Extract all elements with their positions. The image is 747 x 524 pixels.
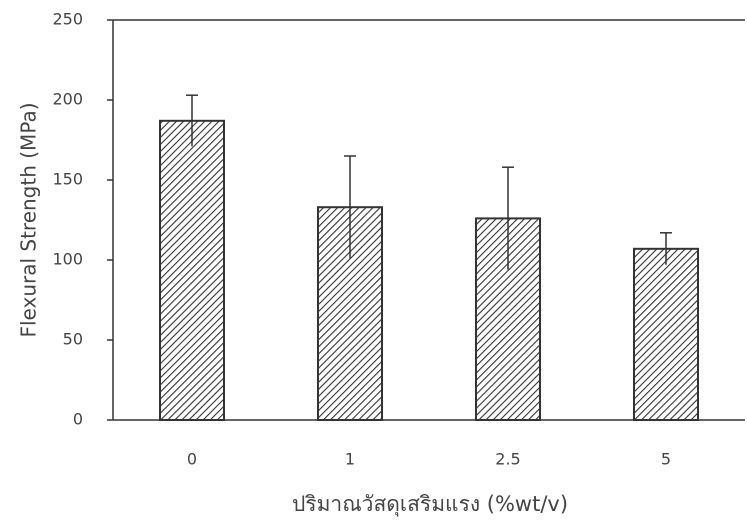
chart: Flexural Strength (MPa) ปริมาณวัสดุเสริม… [0, 0, 747, 524]
y-tick-label: 50 [63, 330, 83, 349]
x-axis-label: ปริมาณวัสดุเสริมแรง (%wt/v) [292, 492, 568, 517]
y-tick-label: 0 [73, 410, 83, 429]
x-tick-label: 5 [661, 450, 671, 469]
y-tick-label: 200 [52, 90, 83, 109]
bar [160, 121, 224, 420]
y-tick-label: 150 [52, 170, 83, 189]
x-tick-label: 1 [345, 450, 355, 469]
x-tick-label: 2.5 [495, 450, 520, 469]
y-axis-label: Flexural Strength (MPa) [17, 102, 41, 337]
y-tick-label: 250 [52, 10, 83, 29]
bar [634, 249, 698, 420]
x-tick-label: 0 [187, 450, 197, 469]
y-tick-label: 100 [52, 250, 83, 269]
